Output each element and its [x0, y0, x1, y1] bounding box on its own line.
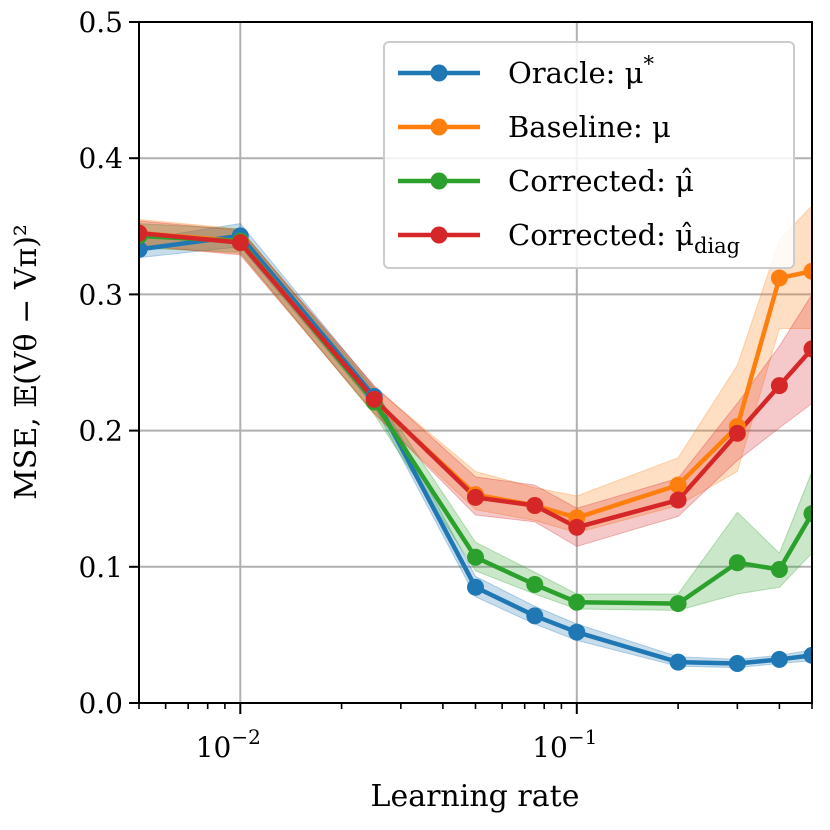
- line-series-0: [139, 233, 812, 666]
- point-series-3: [728, 424, 746, 442]
- legend-swatch-marker: [430, 118, 448, 136]
- legend-entries: Oracle: μ* Baseline: μ Corrected: μ̂ Correc…: [398, 52, 740, 258]
- y-tick-label: 0.3: [78, 278, 123, 311]
- legend-swatch-marker: [430, 64, 448, 82]
- legend-label: Oracle: μ*: [508, 52, 654, 90]
- x-tick-label: 10−2: [196, 725, 261, 764]
- point-series-3: [803, 340, 812, 358]
- point-series-3: [231, 234, 249, 252]
- legend-label: Corrected: μ̂: [508, 164, 694, 198]
- point-series-0: [139, 240, 148, 258]
- point-series-3: [669, 491, 687, 509]
- legend-entry: Baseline: μ: [398, 110, 671, 144]
- x-tick-label: 10−1: [532, 725, 597, 764]
- legend-label: Baseline: μ: [508, 110, 671, 144]
- point-series-0: [526, 607, 544, 625]
- y-tick-label: 0.0: [78, 687, 123, 720]
- series-points: [139, 224, 812, 673]
- point-series-0: [770, 650, 788, 668]
- y-tick-label: 0.2: [78, 415, 123, 448]
- legend-swatch-marker: [430, 226, 448, 244]
- point-series-3: [526, 497, 544, 515]
- y-tick-label: 0.5: [78, 6, 123, 39]
- point-series-2: [526, 576, 544, 594]
- line-series-3: [139, 230, 812, 530]
- band-series-3: [139, 220, 812, 547]
- point-series-3: [770, 377, 788, 395]
- point-series-2: [568, 593, 586, 611]
- legend-entry: Corrected: μ̂: [398, 164, 694, 198]
- point-series-1: [770, 269, 788, 287]
- x-axis-label: Learning rate: [371, 779, 580, 814]
- series-lines: [139, 230, 812, 666]
- legend-swatch-marker: [430, 172, 448, 190]
- legend-box: [383, 41, 795, 269]
- point-series-0: [568, 623, 586, 641]
- legend-entry: Oracle: μ*: [398, 52, 654, 90]
- y-tick-label: 0.1: [78, 551, 123, 584]
- point-series-2: [669, 595, 687, 613]
- y-axis-ticks: 0.0 0.1 0.2 0.3 0.4 0.5: [78, 6, 139, 720]
- point-series-0: [803, 646, 812, 664]
- legend-entry: Corrected: μ̂diag: [398, 218, 740, 258]
- y-axis-label: MSE, 𝔼(Vθ − Vπ)²: [9, 224, 44, 500]
- point-series-3: [365, 390, 383, 408]
- point-series-0: [669, 653, 687, 671]
- point-series-2: [770, 561, 788, 579]
- legend-label: Corrected: μ̂diag: [508, 218, 740, 258]
- point-series-2: [467, 548, 484, 566]
- point-series-1: [803, 262, 812, 280]
- point-series-3: [139, 224, 148, 242]
- point-series-0: [467, 578, 484, 596]
- legend: Oracle: μ* Baseline: μ Corrected: μ̂ Correc…: [383, 41, 795, 269]
- y-tick-label: 0.4: [78, 142, 123, 175]
- point-series-3: [467, 488, 484, 506]
- point-series-2: [728, 554, 746, 572]
- point-series-3: [568, 518, 586, 536]
- point-series-1: [669, 476, 687, 494]
- point-series-0: [728, 655, 746, 673]
- x-axis-ticks: 10−2 10−1: [138, 703, 813, 764]
- point-series-2: [803, 505, 812, 523]
